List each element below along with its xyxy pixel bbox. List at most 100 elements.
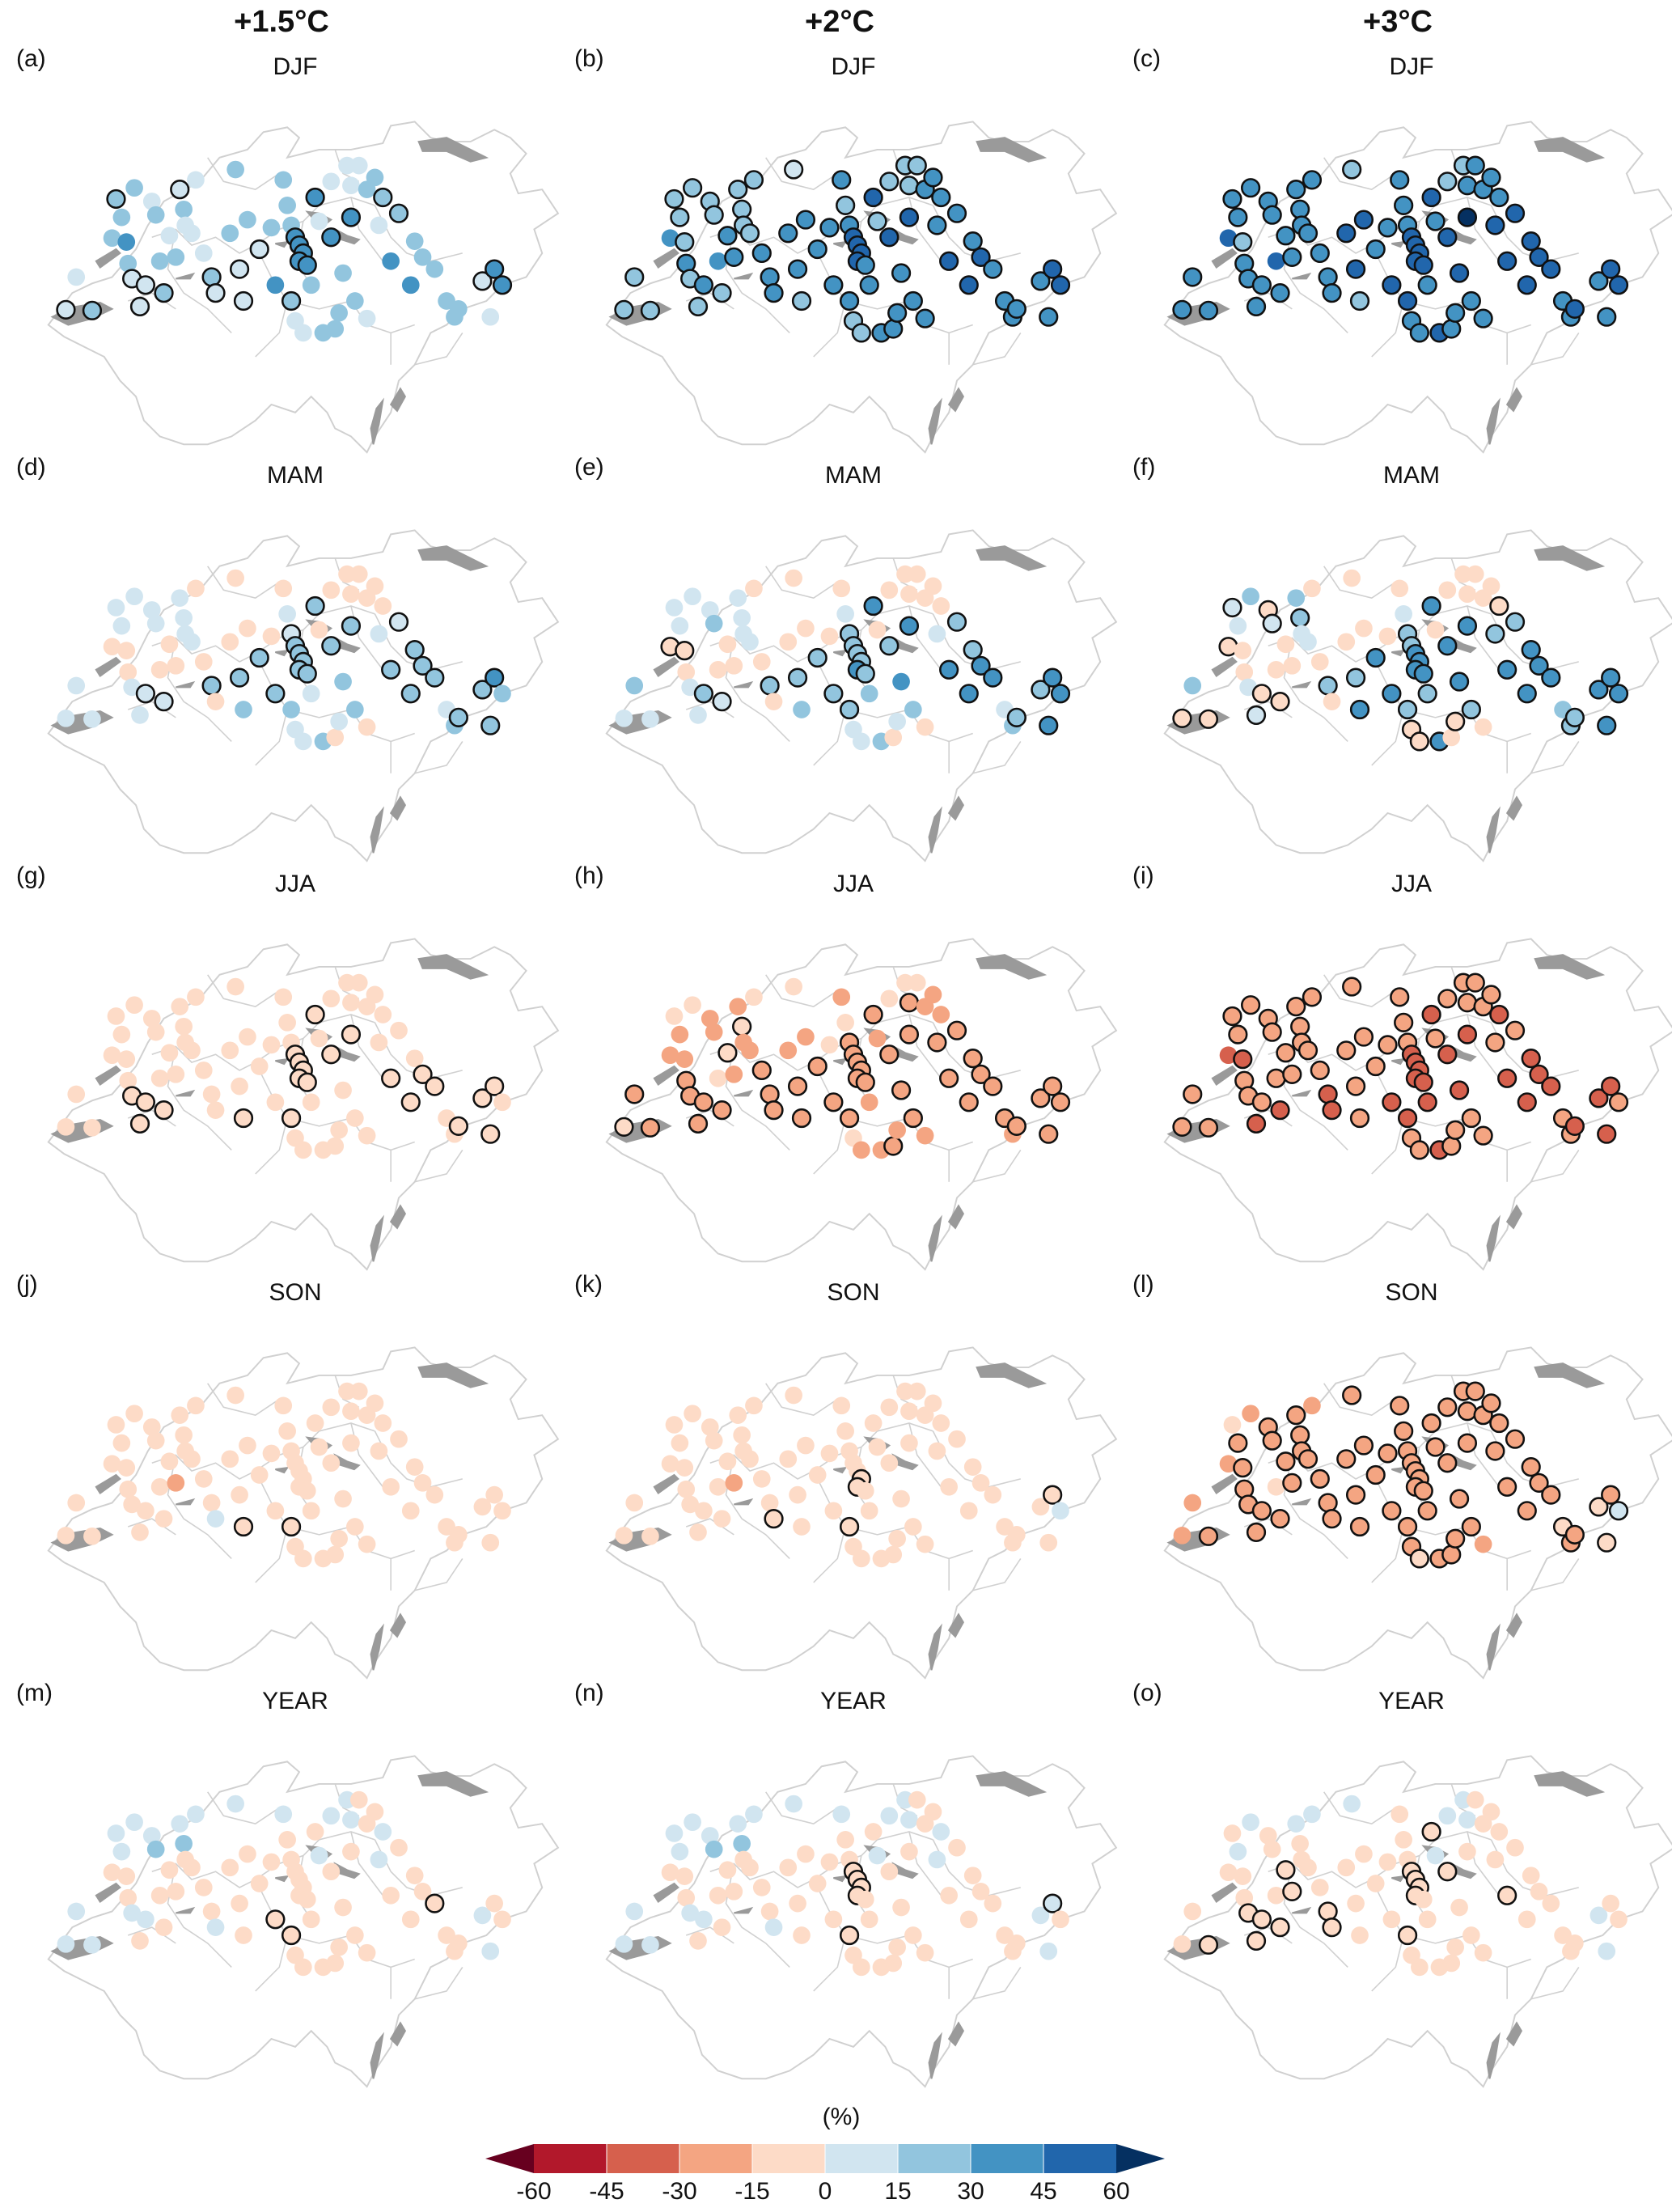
station-marker [1409,731,1429,752]
station-marker [1183,676,1202,695]
station-marker [274,1396,293,1415]
station-marker [888,1529,906,1548]
canton-border [1403,1526,1531,1560]
station-marker [1382,1501,1402,1521]
station-marker [851,323,871,343]
station-marker [235,701,252,718]
station-marker [924,985,942,1004]
station-marker [183,633,201,651]
canton-border [765,974,838,1008]
station-marker [413,1474,432,1492]
station-marker [1437,1862,1458,1882]
lake [1505,795,1523,821]
season-title: DJF [1389,53,1434,80]
station-marker [760,1494,779,1512]
station-marker [1541,259,1561,279]
colorbar-min-arrow [485,2144,534,2173]
station-marker [640,300,661,320]
station-marker [183,1858,201,1877]
station-marker [615,1527,633,1545]
station-marker [342,176,360,195]
station-marker [381,659,401,680]
lake [389,1204,407,1230]
station-marker [824,1502,843,1520]
station-marker [819,218,840,238]
station-marker [1276,1451,1296,1472]
station-marker [983,1076,1003,1096]
station-marker [880,581,899,600]
station-marker [401,1502,420,1520]
switzerland-map [47,529,560,862]
station-marker [1246,705,1267,726]
station-marker [677,1480,696,1498]
canton-border [1530,740,1580,774]
station-marker [1303,579,1321,598]
station-marker [334,672,352,691]
canton-border [725,1863,790,1968]
station-marker [450,1934,468,1952]
station-marker [1006,707,1026,727]
canton-border [127,1926,176,1944]
station-marker [855,663,875,684]
station-marker [883,1136,904,1156]
station-marker [1506,1838,1524,1857]
lake [95,1882,121,1904]
colorbar-tick-label: 60 [1103,2178,1130,2205]
station-marker [306,1414,324,1432]
station-marker [1517,1910,1536,1929]
station-marker [725,1066,743,1083]
canton-border [972,1966,1022,2000]
lake [275,649,290,657]
panel-label: (k) [574,1271,603,1298]
station-marker [1172,708,1192,728]
station-marker [1262,1022,1282,1042]
station-marker [1457,993,1478,1013]
station-marker [302,1502,320,1520]
station-marker [718,635,737,654]
station-marker [880,1807,899,1825]
station-marker [1270,692,1290,712]
canton-border [286,709,415,743]
station-marker [265,684,286,704]
station-marker [1353,1435,1374,1456]
station-marker [717,226,738,246]
station-marker [448,1116,468,1136]
station-marker [358,309,376,328]
station-marker [888,1938,906,1956]
canton-border [1403,1934,1531,1968]
station-marker [342,994,360,1012]
station-marker [760,676,780,696]
station-marker [493,1093,511,1112]
station-marker [1413,255,1433,275]
station-marker [860,1502,878,1520]
station-marker [1542,1894,1560,1913]
station-marker [785,1795,802,1813]
station-marker [117,233,136,251]
station-marker [791,1108,812,1129]
station-marker [322,1454,341,1473]
station-marker [1521,231,1541,252]
station-marker [1355,619,1373,638]
station-marker [201,267,222,287]
station-marker [1450,1898,1468,1917]
station-marker [1597,307,1617,327]
station-marker [983,259,1003,279]
station-marker [150,1477,169,1496]
station-marker [892,1898,910,1917]
canton-border [908,1422,942,1488]
station-marker [1446,303,1466,323]
station-marker [125,179,143,197]
canton-border [685,1926,734,1944]
station-marker [205,283,226,303]
station-marker [330,1529,348,1548]
station-marker [302,276,320,295]
station-marker [405,232,424,250]
station-marker [1421,1413,1441,1434]
station-marker [1411,1958,1429,1977]
canton-border [286,300,415,334]
station-marker [1043,1893,1063,1913]
station-marker [836,605,854,623]
station-marker [1481,1393,1501,1413]
station-marker [1497,1885,1517,1905]
station-marker [1529,1064,1549,1084]
